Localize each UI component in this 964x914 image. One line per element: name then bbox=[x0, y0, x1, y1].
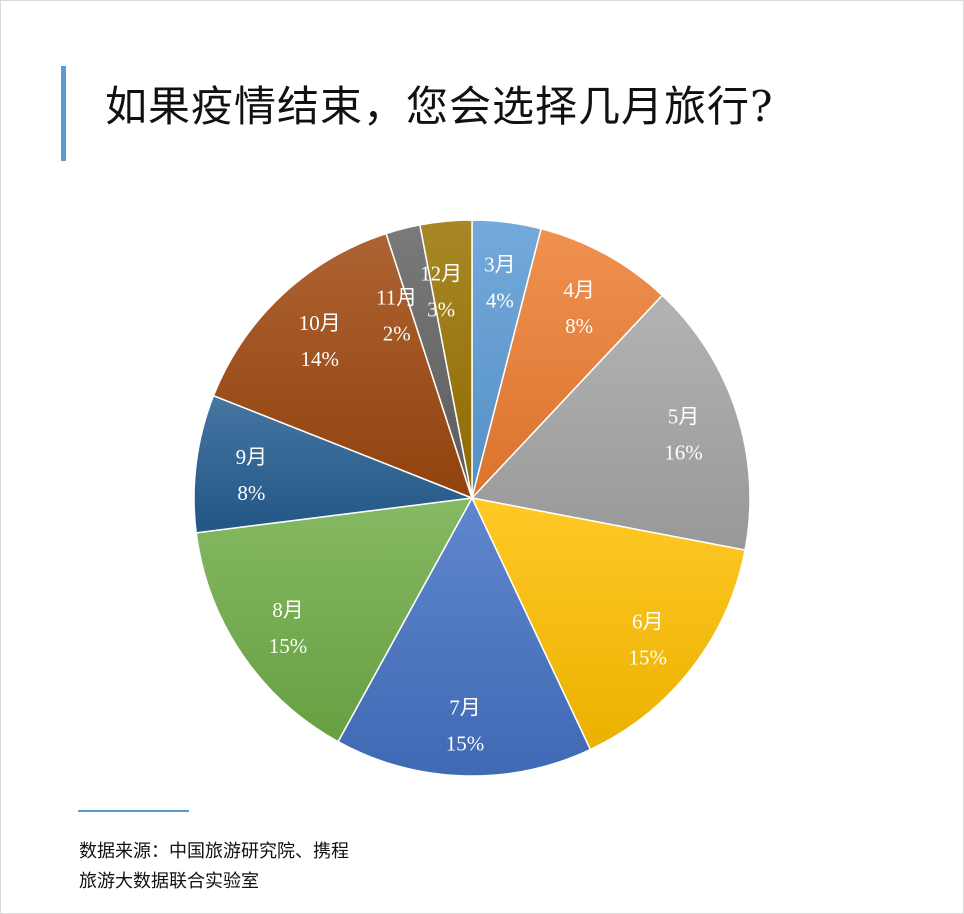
slice-value-label: 2% bbox=[383, 322, 411, 346]
pie-slice-6月 bbox=[470, 496, 746, 751]
pie-slice-4月 bbox=[471, 227, 664, 499]
slice-value-label: 8% bbox=[565, 314, 593, 338]
title-accent-bar bbox=[61, 66, 66, 161]
pie-slice-5月 bbox=[470, 294, 751, 551]
chart-title: 如果疫情结束，您会选择几月旅行? bbox=[105, 82, 774, 131]
slice-value-label: 14% bbox=[301, 347, 340, 371]
slice-value-label: 15% bbox=[628, 645, 667, 669]
pie-slice-8月 bbox=[195, 497, 474, 743]
slice-category-label: 11月 bbox=[376, 286, 417, 310]
slice-category-label: 12月 bbox=[420, 262, 462, 286]
source-line-2: 旅游大数据联合实验室 bbox=[79, 871, 259, 892]
slice-category-label: 8月 bbox=[272, 598, 304, 622]
slice-value-label: 4% bbox=[486, 288, 514, 312]
source-note: 数据来源：中国旅游研究院、携程 旅游大数据联合实验室 bbox=[79, 837, 349, 897]
slice-value-label: 8% bbox=[237, 481, 265, 505]
pie-slice-7月 bbox=[337, 496, 592, 777]
pie-slice-12月 bbox=[419, 219, 473, 499]
pie-slice-9月 bbox=[193, 394, 473, 534]
slice-category-label: 7月 bbox=[449, 695, 481, 719]
source-divider bbox=[78, 810, 189, 812]
slice-category-label: 6月 bbox=[632, 609, 664, 633]
slice-value-label: 16% bbox=[664, 440, 703, 464]
slice-category-label: 3月 bbox=[484, 252, 516, 276]
source-line-1: 数据来源：中国旅游研究院、携程 bbox=[79, 841, 349, 862]
slice-category-label: 9月 bbox=[236, 445, 268, 469]
slice-category-label: 5月 bbox=[668, 404, 700, 428]
slice-category-label: 10月 bbox=[299, 311, 341, 335]
slice-value-label: 15% bbox=[446, 731, 485, 755]
slice-value-label: 15% bbox=[269, 634, 308, 658]
slice-category-label: 4月 bbox=[563, 278, 595, 302]
slice-value-label: 3% bbox=[427, 298, 455, 322]
